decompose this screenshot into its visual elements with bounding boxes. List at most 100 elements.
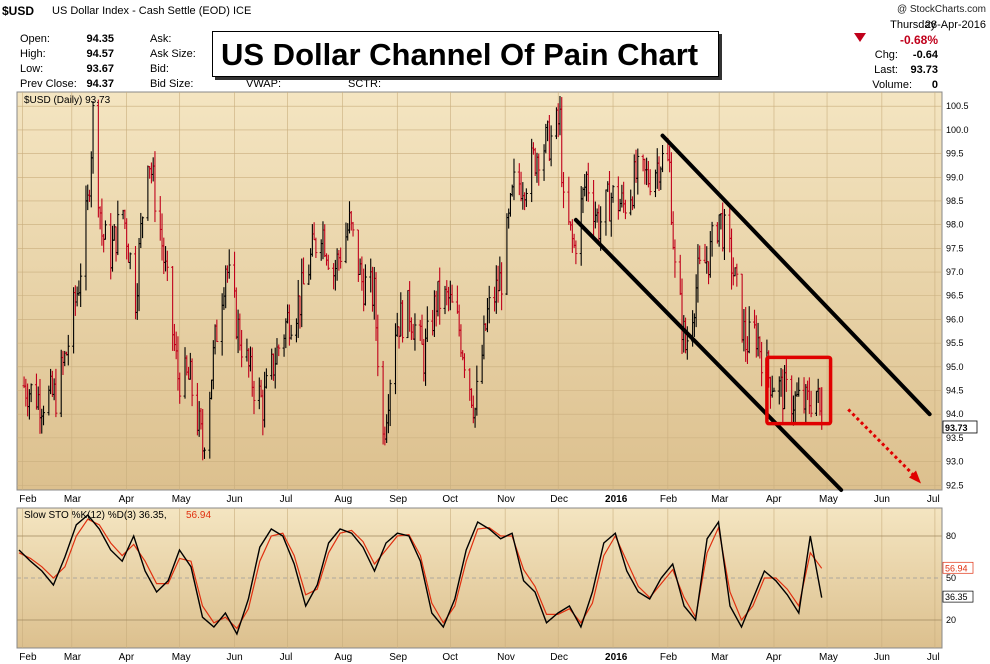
price-y-tick: 96.5 xyxy=(946,291,964,301)
stoch-y-tick: 20 xyxy=(946,615,956,625)
title-box: US Dollar Channel Of Pain Chart xyxy=(212,31,719,77)
stoch-legend-value: 56.94 xyxy=(186,510,211,521)
stoch-x-tick: Mar xyxy=(711,652,729,663)
price-legend: $USD (Daily) 93.73 xyxy=(24,95,111,106)
prev-close-value: 94.37 xyxy=(86,78,114,90)
open-label: Open: xyxy=(20,33,50,45)
price-y-tick: 98.0 xyxy=(946,220,964,230)
stoch-y-tick: 50 xyxy=(946,573,956,583)
channel-upper-line xyxy=(660,133,932,417)
stoch-x-tick: Mar xyxy=(64,652,82,663)
price-y-tick: 94.5 xyxy=(946,386,964,396)
price-y-tick: 97.0 xyxy=(946,267,964,277)
stoch-x-tick: Jun xyxy=(874,652,890,663)
vwap-label: VWAP: xyxy=(246,78,282,90)
price-y-tick: 96.0 xyxy=(946,314,964,324)
price-y-tick: 93.0 xyxy=(946,457,964,467)
stoch-x-tick: Sep xyxy=(389,652,407,663)
stoch-panel xyxy=(16,507,943,649)
instrument-name: US Dollar Index - Cash Settle (EOD) ICE xyxy=(52,5,252,17)
price-x-tick: Sep xyxy=(389,494,407,505)
price-x-tick: Jun xyxy=(227,494,243,505)
price-y-tick: 97.5 xyxy=(946,243,964,253)
date: 28-Apr-2016 xyxy=(924,19,986,31)
channel-lower-line xyxy=(573,217,844,492)
stoch-legend-label: Slow STO %K(12) %D(3) 36.35, xyxy=(24,510,167,521)
price-x-tick: 2016 xyxy=(605,494,628,505)
price-y-tick: 99.5 xyxy=(946,149,964,159)
price-y-tick: 95.5 xyxy=(946,338,964,348)
price-x-tick: May xyxy=(172,494,191,505)
bid-label: Bid: xyxy=(150,63,169,75)
price-y-tick: 95.0 xyxy=(946,362,964,372)
last-value-tag-text: 93.73 xyxy=(945,423,968,433)
chg-label: Chg: xyxy=(874,49,898,61)
price-x-tick: Nov xyxy=(497,494,515,505)
projection-arrowhead xyxy=(909,470,922,484)
open-value: 94.35 xyxy=(86,33,114,45)
ask-label: Ask: xyxy=(150,33,172,45)
price-y-tick: 100.5 xyxy=(946,101,969,111)
stoch-x-tick: Apr xyxy=(119,652,135,663)
sctr-label: SCTR: xyxy=(348,78,381,90)
price-x-tick: Jul xyxy=(280,494,293,505)
last-label: Last: xyxy=(874,64,898,76)
change-percent: -0.68% xyxy=(899,33,938,47)
weekday: Thursday xyxy=(890,19,936,31)
low-value: 93.67 xyxy=(86,63,114,75)
stoch-x-tick: 2016 xyxy=(605,652,628,663)
high-label: High: xyxy=(20,48,46,60)
stoch-k-line xyxy=(18,514,823,636)
price-x-tick: May xyxy=(819,494,838,505)
price-x-tick: Feb xyxy=(19,494,37,505)
price-x-tick: Apr xyxy=(119,494,135,505)
stoch-x-tick: Apr xyxy=(766,652,782,663)
price-y-tick: 99.0 xyxy=(946,172,964,182)
stoch-x-tick: Aug xyxy=(334,652,352,663)
ask-size-label: Ask Size: xyxy=(150,48,196,60)
stoch-x-tick: May xyxy=(819,652,838,663)
price-x-tick: Mar xyxy=(711,494,729,505)
stoch-x-tick: Nov xyxy=(497,652,515,663)
stoch-d-tag xyxy=(942,561,974,574)
price-x-tick: Apr xyxy=(766,494,782,505)
price-x-tick: Mar xyxy=(64,494,82,505)
stoch-d-line xyxy=(18,518,823,630)
last-value: 93.73 xyxy=(910,64,938,76)
stoch-x-tick: May xyxy=(172,652,191,663)
stoch-k-tag-text: 36.35 xyxy=(945,592,968,602)
price-y-tick: 98.5 xyxy=(946,196,964,206)
last-value-tag xyxy=(942,420,978,434)
price-y-tick: 92.5 xyxy=(946,480,964,490)
stoch-x-tick: Feb xyxy=(660,652,678,663)
projection-arrow-line xyxy=(847,408,917,478)
down-arrow-icon xyxy=(854,33,866,42)
stoch-x-tick: Dec xyxy=(550,652,568,663)
bid-size-label: Bid Size: xyxy=(150,78,194,90)
chg-value: -0.64 xyxy=(912,49,938,61)
price-panel xyxy=(16,91,943,491)
low-label: Low: xyxy=(20,63,44,75)
price-x-tick: Jun xyxy=(874,494,890,505)
stoch-d-tag-text: 56.94 xyxy=(945,563,968,573)
volume-label: Volume: xyxy=(872,79,912,91)
brand-watermark: @ StockCharts.com xyxy=(896,4,986,15)
stoch-x-tick: Jul xyxy=(927,652,940,663)
consolidation-box xyxy=(765,355,833,426)
volume-value: 0 xyxy=(931,79,938,91)
price-y-tick: 93.5 xyxy=(946,433,964,443)
stoch-x-tick: Jul xyxy=(280,652,293,663)
price-x-tick: Feb xyxy=(660,494,678,505)
chart-title: US Dollar Channel Of Pain Chart xyxy=(221,37,699,72)
stoch-x-tick: Feb xyxy=(19,652,37,663)
prev-close-label: Prev Close: xyxy=(20,78,77,90)
stoch-k-tag xyxy=(942,590,974,603)
stoch-y-tick: 80 xyxy=(946,531,956,541)
stoch-x-tick: Jun xyxy=(227,652,243,663)
price-x-tick: Aug xyxy=(334,494,352,505)
price-x-tick: Dec xyxy=(550,494,568,505)
price-y-tick: 94.0 xyxy=(946,409,964,419)
price-x-tick: Jul xyxy=(927,494,940,505)
symbol: $USD xyxy=(2,4,35,18)
